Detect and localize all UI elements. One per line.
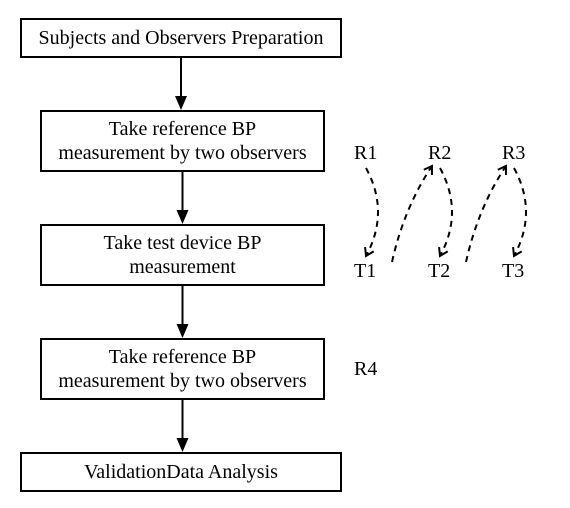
flow-connectors bbox=[0, 0, 570, 508]
